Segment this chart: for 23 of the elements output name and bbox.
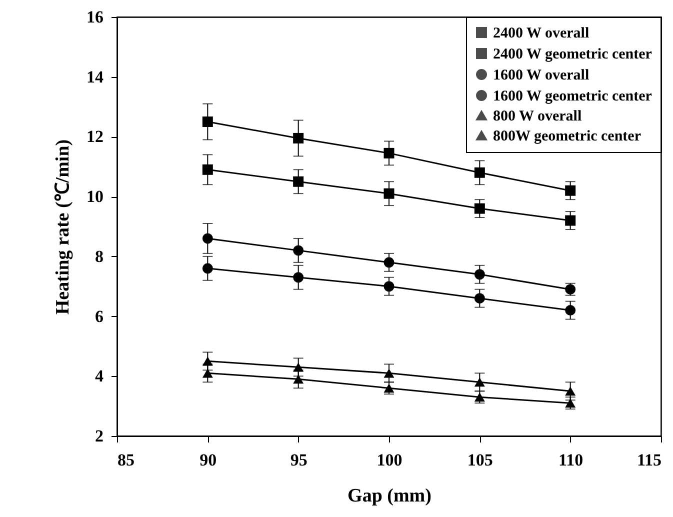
- x-tick-label: 115: [636, 450, 662, 470]
- y-tick-label: 10: [86, 187, 104, 206]
- legend-label: 1600 W geometric center: [493, 88, 652, 104]
- y-tick-label: 4: [95, 366, 104, 386]
- x-axis-title: Gap (mm): [348, 486, 432, 506]
- x-tick-label: 110: [558, 450, 584, 470]
- x-tick-label: 85: [118, 450, 134, 470]
- x-tick-label: 100: [376, 450, 402, 470]
- y-tick-label: 8: [95, 246, 104, 266]
- legend-label: 2400 W geometric center: [493, 46, 652, 62]
- y-tick-label: 14: [86, 67, 104, 86]
- x-tick-label: 95: [290, 450, 308, 470]
- y-tick-label: 12: [86, 127, 104, 146]
- y-tick-label: 2: [95, 426, 104, 446]
- legend-label: 800 W overall: [493, 108, 582, 124]
- y-tick-label: 16: [86, 8, 104, 26]
- y-tick-label: 6: [95, 306, 104, 326]
- legend-label: 1600 W overall: [493, 68, 590, 84]
- y-axis-title: Heating rate (℃/min): [52, 139, 74, 315]
- x-tick-label: 90: [200, 450, 217, 470]
- x-tick-label: 105: [467, 450, 493, 470]
- legend-label: 800W geometric center: [493, 128, 642, 144]
- legend-label: 2400 W overall: [493, 26, 590, 42]
